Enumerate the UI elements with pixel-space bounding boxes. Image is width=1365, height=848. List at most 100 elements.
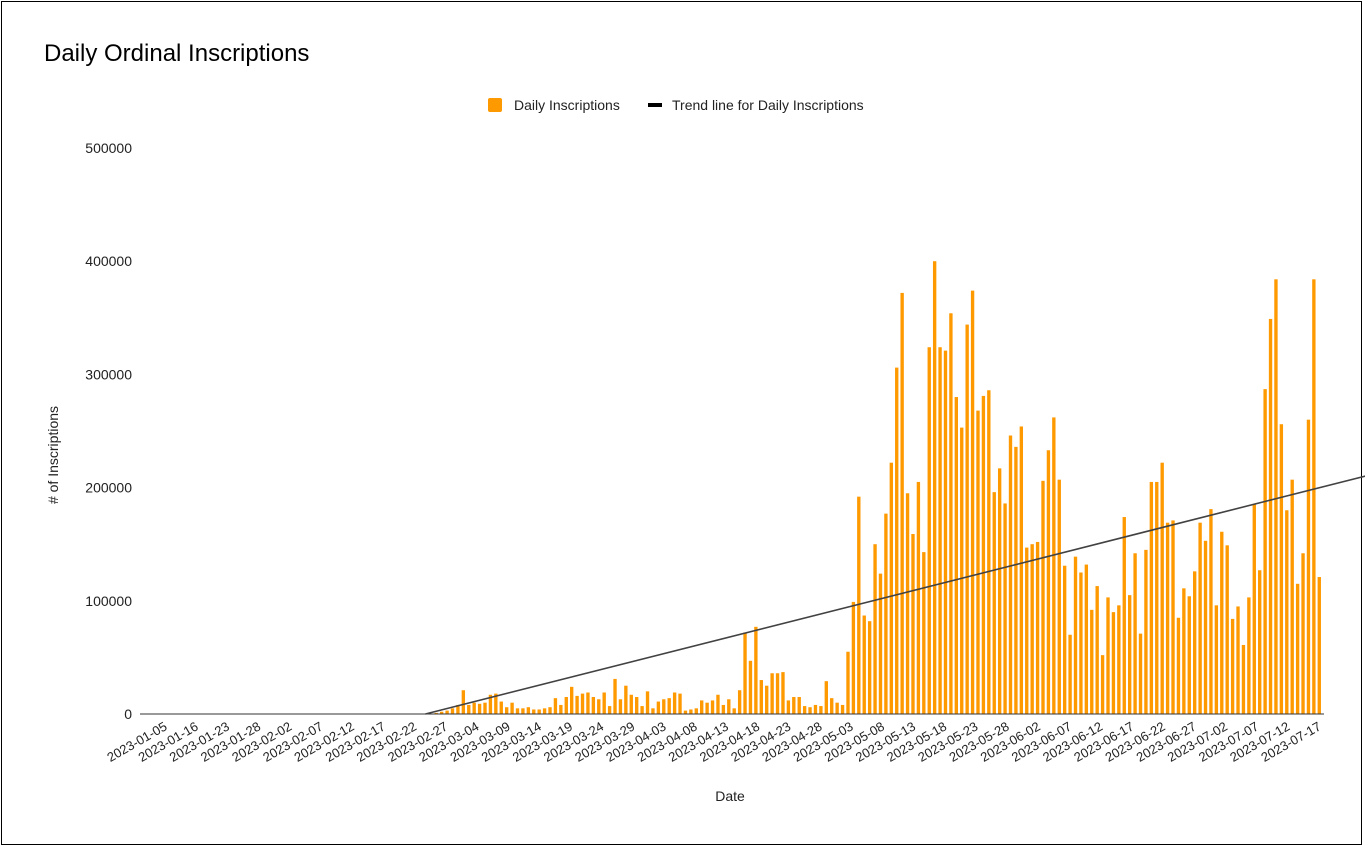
bar — [1041, 480, 1045, 714]
bar — [797, 697, 801, 714]
bar — [1182, 588, 1186, 714]
bar — [472, 702, 476, 714]
bar — [591, 697, 596, 714]
bar — [586, 692, 590, 714]
bar — [997, 468, 1002, 714]
bar — [1133, 553, 1137, 714]
bar — [1230, 618, 1235, 714]
bar — [840, 704, 845, 714]
bar — [635, 697, 639, 714]
bar — [694, 708, 698, 714]
bar — [792, 697, 796, 714]
bar — [667, 698, 671, 714]
bar — [1090, 609, 1094, 714]
bar — [932, 261, 937, 714]
bar — [1079, 572, 1083, 714]
bar — [857, 496, 861, 714]
bar — [743, 632, 747, 714]
bar — [439, 711, 444, 714]
bar — [645, 691, 650, 714]
legend-swatch-daily-inscriptions — [488, 98, 502, 112]
bar — [640, 706, 644, 714]
bar — [1236, 606, 1240, 714]
bar — [970, 290, 975, 714]
bar — [1274, 279, 1278, 714]
bar — [1117, 605, 1121, 714]
bar — [559, 704, 563, 714]
bar — [808, 707, 812, 714]
bar — [1008, 435, 1013, 714]
bar — [1165, 522, 1170, 714]
bar — [851, 601, 856, 714]
bar — [548, 707, 552, 714]
bar — [1019, 426, 1024, 714]
bar — [1057, 479, 1061, 714]
bar — [765, 685, 769, 714]
bar — [613, 678, 617, 714]
bar — [1295, 583, 1300, 714]
bar — [542, 708, 547, 714]
bar — [564, 697, 568, 714]
bar — [1176, 617, 1181, 714]
bar — [461, 690, 466, 714]
bar — [629, 694, 633, 714]
bar — [1198, 522, 1202, 714]
bar — [624, 685, 628, 714]
bar — [727, 699, 731, 714]
bar — [1149, 481, 1154, 714]
y-tick-label: 300000 — [85, 366, 132, 382]
bar — [477, 703, 482, 714]
bar — [1035, 541, 1040, 714]
bar — [456, 704, 460, 714]
bar — [532, 709, 536, 714]
bar — [515, 708, 520, 714]
bar — [1214, 605, 1219, 714]
bar — [846, 651, 850, 714]
bar — [499, 701, 503, 714]
bar — [927, 347, 931, 714]
bar-series-daily-inscriptions — [434, 261, 1321, 714]
bar — [976, 410, 980, 714]
bar — [1003, 503, 1007, 714]
trend-line — [425, 475, 1365, 715]
legend: Daily Inscriptions Trend line for Daily … — [488, 97, 864, 113]
bar — [1106, 597, 1110, 714]
y-tick-label: 200000 — [85, 480, 132, 496]
y-axis-title: # of Inscriptions — [45, 406, 61, 504]
bar — [1285, 510, 1289, 714]
bar — [775, 673, 780, 714]
bar — [467, 704, 471, 714]
bar — [922, 552, 926, 714]
bar — [683, 710, 688, 714]
bar — [1095, 586, 1099, 714]
bar — [521, 708, 525, 714]
bar — [553, 698, 558, 714]
bar — [716, 694, 720, 714]
bar — [1241, 644, 1246, 714]
bar — [905, 493, 910, 714]
bar — [662, 699, 666, 714]
bar — [651, 708, 655, 714]
bar — [862, 615, 866, 714]
bar — [450, 708, 455, 714]
bar — [1187, 596, 1191, 714]
bar — [689, 709, 693, 714]
bar — [721, 704, 726, 714]
bar — [830, 698, 834, 714]
x-axis-title: Date — [715, 788, 745, 804]
bar — [1317, 577, 1321, 714]
bar — [1225, 545, 1229, 714]
bar — [938, 347, 942, 714]
bar — [1068, 634, 1072, 714]
bar — [1128, 595, 1132, 714]
bar — [786, 700, 791, 714]
bar — [1062, 565, 1067, 714]
bar — [1155, 481, 1159, 714]
bar — [434, 712, 438, 714]
bar — [1025, 547, 1029, 714]
bar — [580, 693, 585, 714]
bar — [575, 695, 579, 714]
bar — [1084, 564, 1089, 714]
bar — [737, 690, 742, 714]
